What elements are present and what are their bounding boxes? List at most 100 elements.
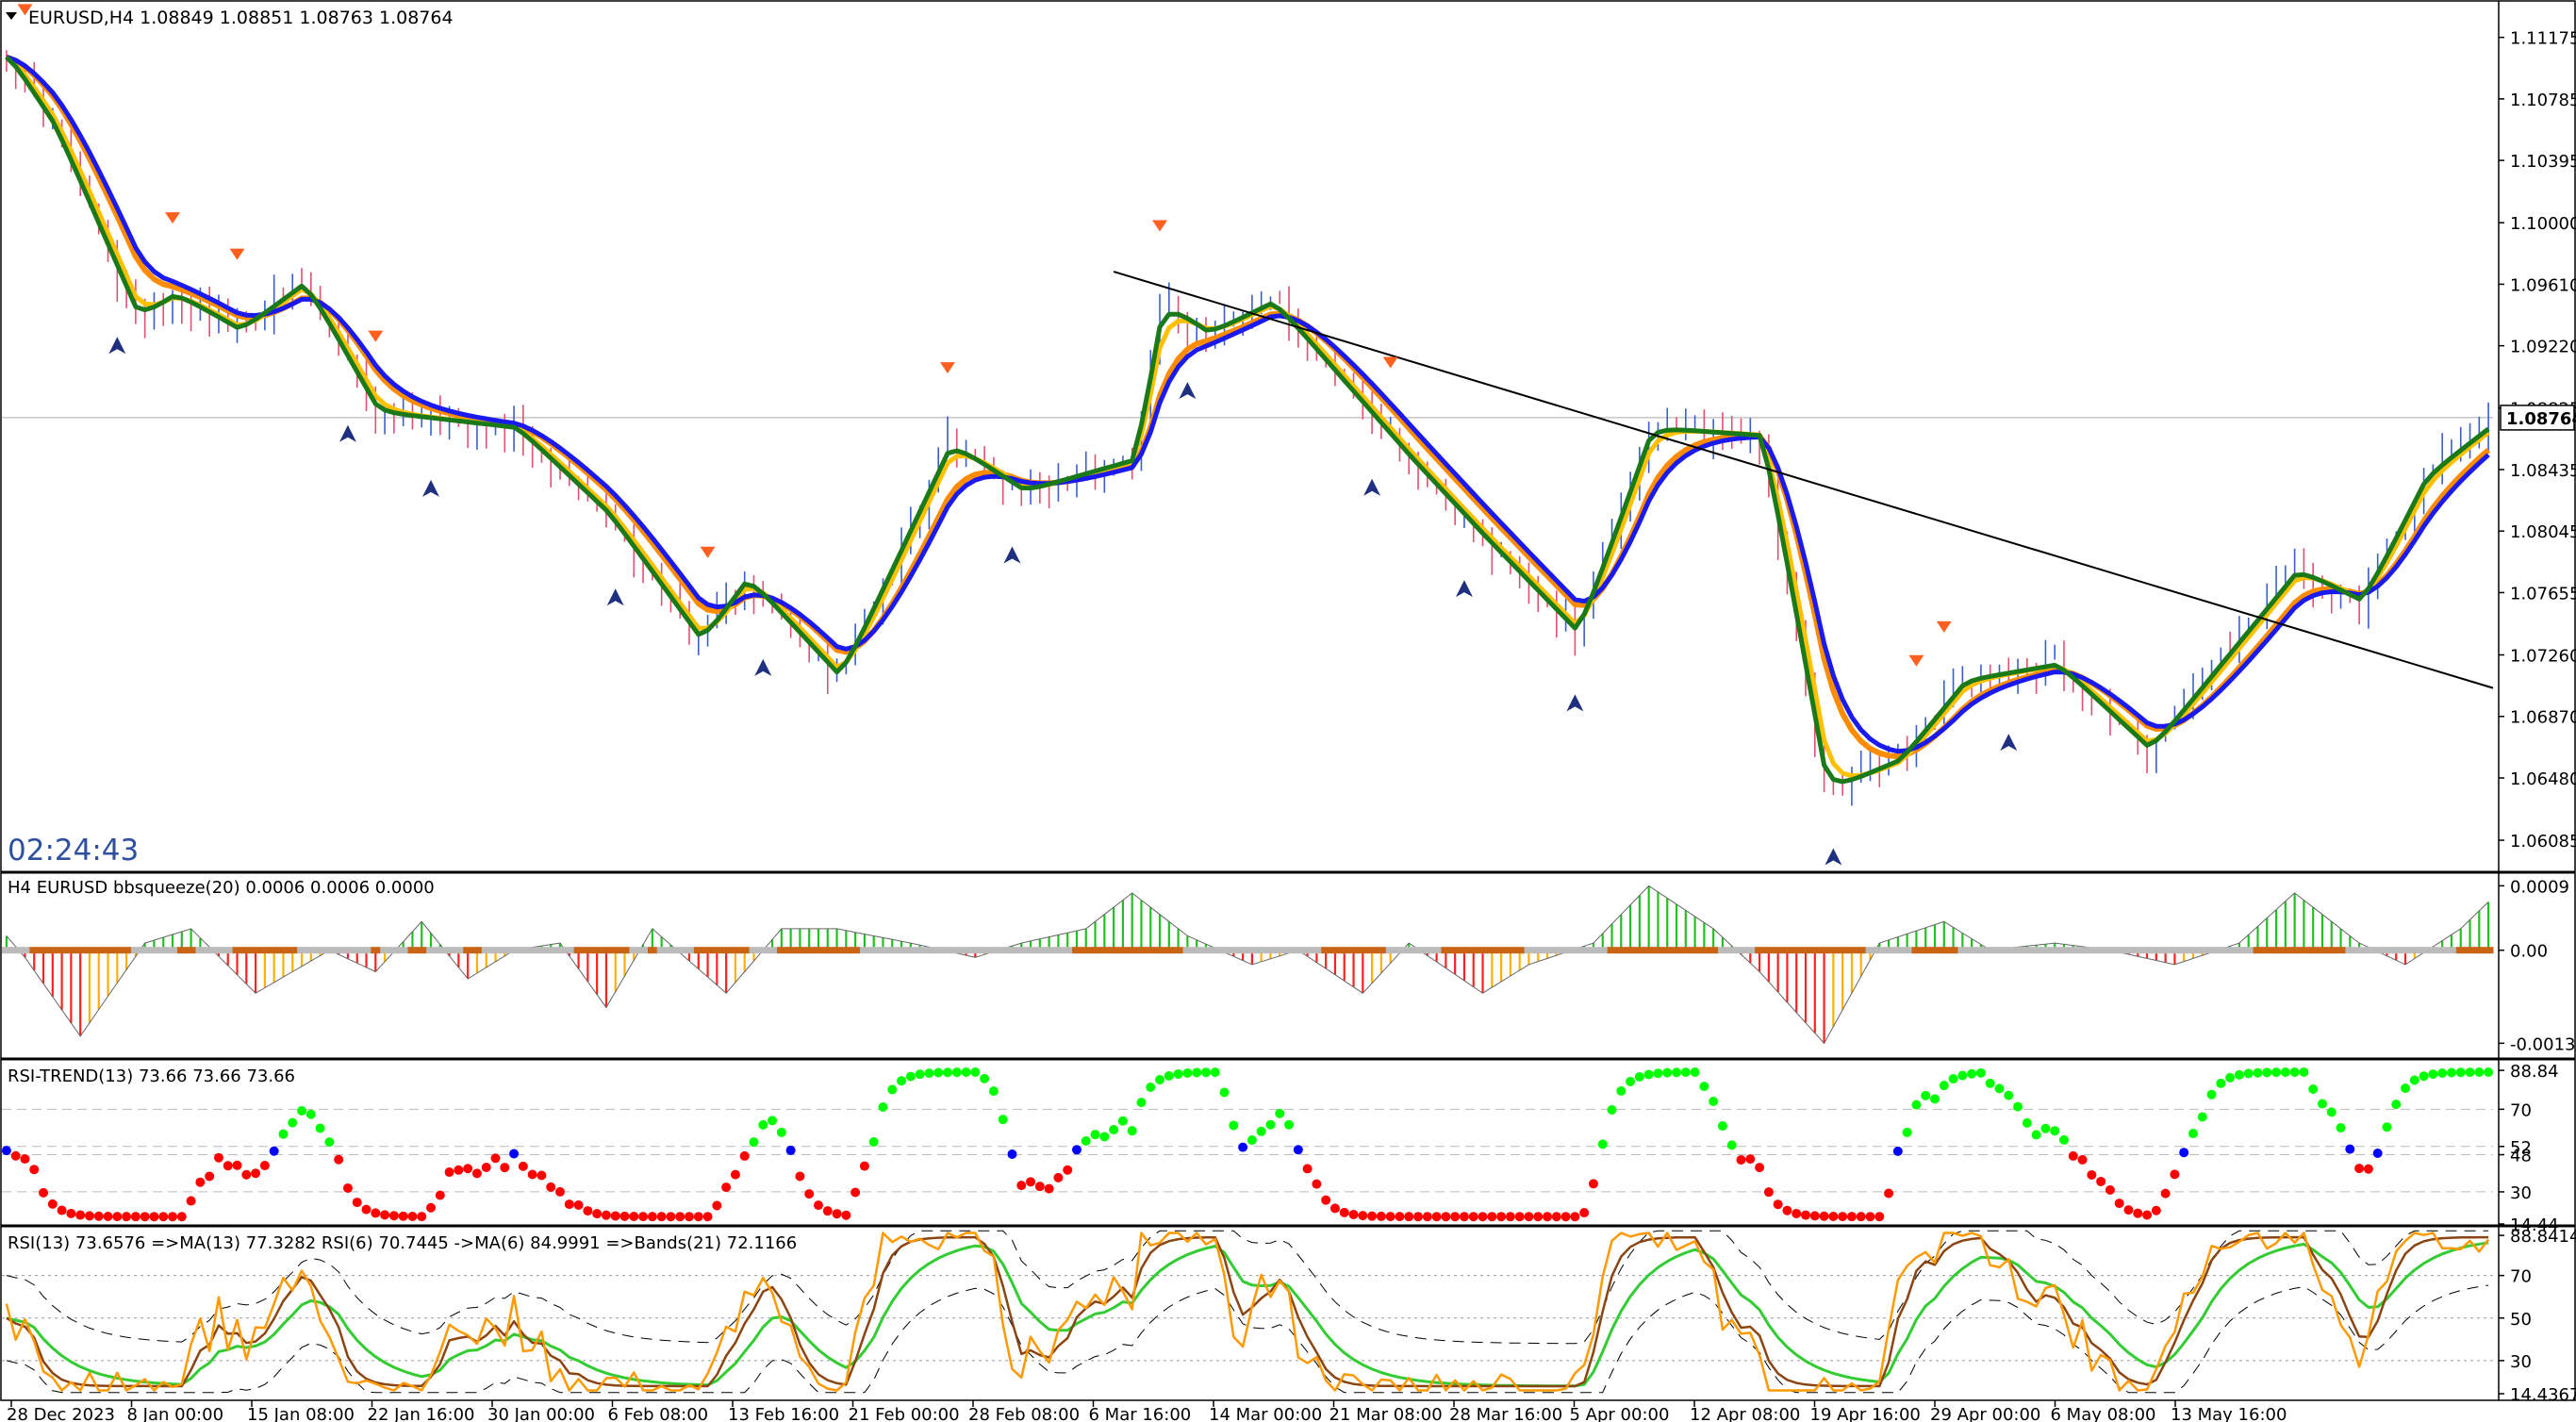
rsi-trend-dot [2004,1090,2014,1100]
squeeze-dot [1007,947,1017,954]
squeeze-dot [1514,947,1526,954]
rsi-trend-dot [693,1212,703,1222]
rsi-trend-dot [998,1115,1008,1125]
rsi-trend-dot [29,1165,40,1175]
squeeze-dot [1892,947,1904,954]
squeeze-dot [352,947,363,954]
squeeze-dot [1709,947,1719,954]
rsi-trend-dot [2013,1101,2023,1112]
rsi-trend-dot [1450,1212,1461,1222]
squeeze-dot [1034,947,1046,954]
rsi-trend-dot [951,1067,962,1078]
squeeze-dot [693,947,704,954]
squeeze-dot [2271,947,2282,954]
rsi-trend-dot [2308,1084,2319,1095]
rsi-trend-dot [2216,1078,2226,1088]
rsi-trend-dot [1063,1165,1073,1175]
squeeze-dot [66,947,76,954]
time-axis-label: 13 Feb 16:00 [728,1405,839,1422]
rsi-trend-dot [2031,1130,2041,1140]
rsi-trend-dot [1376,1211,1386,1221]
squeeze-dot [1201,947,1212,954]
squeeze-dot [841,947,851,954]
squeeze-dot [223,947,234,954]
squeeze-dot [1496,947,1507,954]
rsi-panel[interactable]: RSI(13) 73.6576 =>MA(13) 77.3282 RSI(6) … [2,1230,2493,1394]
rsi-trend-dot [1422,1212,1432,1222]
squeeze-dot [2197,947,2208,954]
squeeze-dot [1634,947,1645,954]
price-panel[interactable]: EURUSD,H4 1.08849 1.08851 1.08763 1.0876… [2,4,2494,868]
rsi-trend-dot [205,1171,215,1182]
squeeze-dot [2382,947,2392,954]
squeeze-dot [602,947,612,954]
rsi-trend-dot [388,1211,399,1221]
squeeze-dot [20,947,30,954]
rsi-trend-dot [2058,1134,2069,1145]
squeeze-dot [610,947,621,954]
squeeze-dot [1431,947,1442,954]
squeeze-dot [509,947,520,954]
squeeze-dot [1460,947,1470,954]
rsi-trend-panel[interactable]: RSI-TREND(13) 73.66 73.66 73.66 [1,1066,2494,1222]
rsi-trend-dot [500,1163,510,1173]
rsi-axis-label: 88.8414 [2510,1227,2576,1247]
sell-arrow [165,212,181,224]
squeeze-dot [2105,947,2116,954]
squeeze-dot [426,947,437,954]
rsi-trend-dot [223,1161,233,1171]
squeeze-dot [2096,947,2106,954]
rsi-trend-dot [905,1071,916,1082]
squeeze-dot [278,947,289,954]
rsi-trend-dot [1275,1108,1285,1118]
squeeze-dot [814,947,824,954]
squeeze-dot [176,947,188,954]
squeeze-dot [324,947,335,954]
squeeze-dot [251,947,261,954]
window-menu-icon[interactable] [6,12,17,20]
squeeze-dot [29,947,40,954]
squeeze-dot [1072,947,1082,954]
rsi-trend-dot [2401,1083,2411,1094]
squeeze-dot [1367,947,1378,954]
squeeze-dot [122,947,132,954]
rsi-trend-dot [1929,1094,1940,1104]
sell-arrow [700,546,716,558]
squeeze-dot [2004,947,2014,954]
squeeze-dot [407,947,418,954]
squeeze-dot [1413,947,1424,954]
price-axis-label: 1.09610 [2510,275,2576,295]
current-price-tag [2500,405,2575,431]
squeeze-dot [463,947,473,954]
rsi-trend-dot [1819,1211,1829,1221]
rsi-trend-dot [813,1200,823,1211]
rsi-trend-dot [2317,1099,2327,1109]
squeeze-dot [1422,947,1433,954]
squeeze-dot [39,947,49,954]
rsi-trend-dot [2040,1123,2051,1133]
squeeze-dot [897,947,907,954]
squeeze-dot [1182,947,1193,954]
rsi-trend-dot [1395,1212,1405,1222]
buy-arrow [754,658,772,676]
squeeze-dot [2326,947,2337,954]
rsi-trend-dot [2280,1067,2290,1078]
rsi-axis-label: 14.4367 [2510,1385,2576,1405]
rsi-trend-dot [288,1117,298,1128]
rsi-trend-dot [1921,1090,1931,1100]
rsi-trend-dot [2345,1144,2355,1154]
squeeze-dot [638,947,649,954]
rsi-trend-dot [1468,1212,1478,1222]
squeeze-dot [10,947,22,954]
squeeze-dot [1404,947,1414,954]
rsi-trend-dot [1755,1163,1765,1173]
bbsqueeze-panel[interactable]: H4 EURUSD bbsqueeze(20) 0.0006 0.0006 0.… [2,878,2494,1045]
squeeze-dot [537,947,547,954]
squeeze-dot [2484,947,2494,954]
rsi-trend-dot [2382,1122,2392,1133]
rsi-trend-dot [2243,1068,2254,1079]
rsi-trend-dot [2419,1071,2429,1082]
rsi-trend-dot [1146,1083,1156,1093]
rsi-trend-dot [1801,1210,1811,1220]
squeeze-dot [112,947,123,954]
